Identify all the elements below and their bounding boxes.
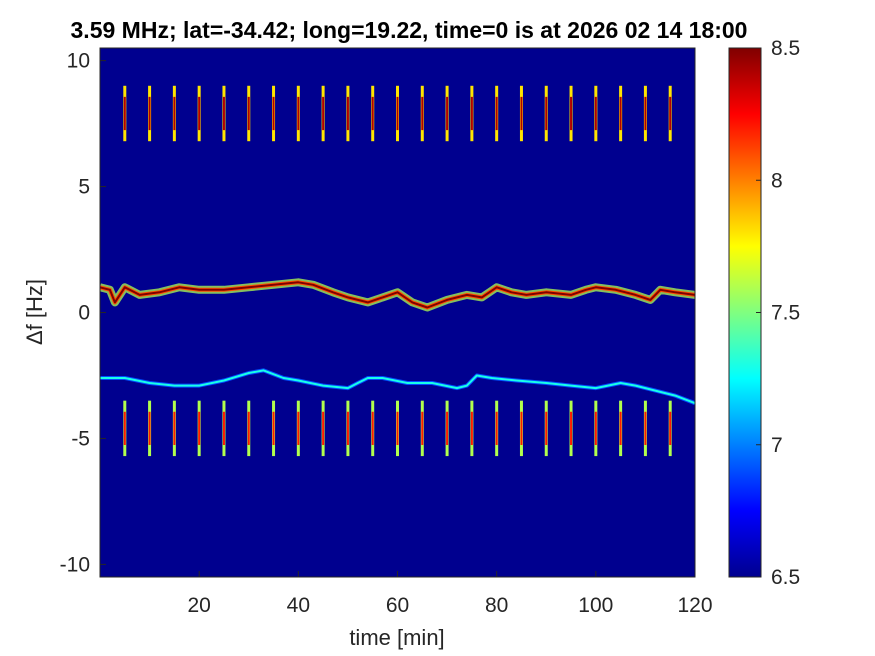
- periodic-bursts: [123, 85, 672, 457]
- y-tick-label: -10: [60, 553, 90, 576]
- x-tick-label: 100: [578, 594, 613, 617]
- y-axis-label: Δf [Hz]: [22, 279, 47, 345]
- x-axis-ticks: 20 40 60 80 100 120: [187, 571, 713, 617]
- colorbar-tick-label: 8: [771, 169, 783, 192]
- x-tick-label: 60: [386, 594, 409, 617]
- y-axis-ticks: 10 5 0 -5 -10: [60, 50, 106, 576]
- signal-traces: [100, 278, 695, 407]
- colorbar-tick-label: 7: [771, 434, 783, 457]
- colorbar-gradient: [729, 48, 761, 577]
- burst-band-lower-band: [123, 400, 672, 457]
- colorbar-tick-label: 7.5: [771, 302, 800, 325]
- chart-title: 3.59 MHz; lat=-34.42; long=19.22, time=0…: [71, 17, 748, 43]
- y-tick-label: -5: [71, 427, 90, 450]
- x-tick-label: 120: [677, 594, 712, 617]
- trace-line-main: [100, 281, 695, 309]
- y-tick-label: 0: [78, 302, 90, 325]
- colorbar-tick-label: 8.5: [771, 37, 800, 60]
- x-tick-label: 40: [287, 594, 310, 617]
- x-tick-label: 80: [485, 594, 508, 617]
- colorbar: 8.5 8 7.5 7 6.5: [728, 37, 800, 589]
- y-tick-label: 10: [67, 50, 90, 73]
- colorbar-ticks: 8.5 8 7.5 7 6.5: [756, 37, 800, 589]
- trace-line-lower: [100, 369, 695, 405]
- colorbar-tick-label: 6.5: [771, 566, 800, 589]
- x-tick-label: 20: [187, 594, 210, 617]
- y-tick-label: 5: [78, 176, 90, 199]
- burst-band-upper-band: [123, 85, 672, 142]
- x-axis-label: time [min]: [349, 625, 444, 650]
- plot-area: [99, 47, 696, 578]
